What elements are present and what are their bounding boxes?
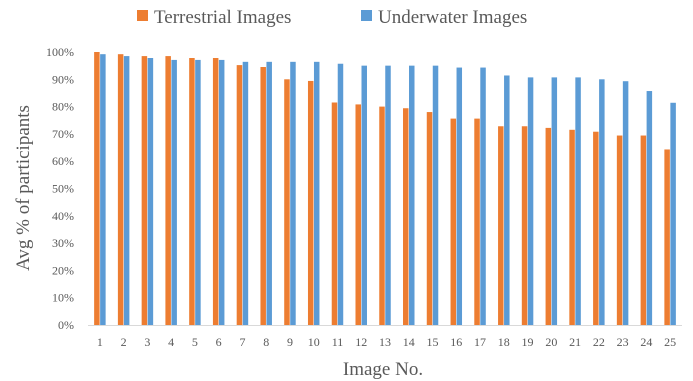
bar-underwater-images-1 [100,54,106,326]
y-tick-label: 90% [52,72,74,86]
x-tick-label: 11 [332,335,344,349]
bar-terrestrial-images-6 [212,58,219,325]
bar-underwater-images-19 [527,77,534,325]
x-tick-label: 23 [617,335,629,349]
x-tick-label: 20 [545,335,557,349]
bar-terrestrial-images-18 [498,126,504,325]
bar-underwater-images-7 [242,61,249,325]
x-tick-label: 9 [287,335,293,349]
bar-underwater-images-12 [361,65,367,326]
y-tick-label: 70% [52,127,74,141]
bar-underwater-images-8 [266,61,272,325]
bar-terrestrial-images-3 [141,56,148,325]
bar-underwater-images-21 [575,77,581,325]
legend-swatch-terrestrial-images [137,10,148,21]
bar-underwater-images-20 [551,77,558,325]
legend: Terrestrial Images Underwater Images [137,7,527,28]
bar-terrestrial-images-24 [640,135,647,325]
bar-terrestrial-images-25 [664,149,670,325]
bar-underwater-images-16 [456,67,463,325]
bar-underwater-images-11 [337,63,344,325]
bar-underwater-images-5 [195,59,201,326]
x-tick-label: 25 [664,335,676,349]
x-tick-label: 19 [522,335,534,349]
bar-terrestrial-images-9 [284,79,290,325]
bar-terrestrial-images-23 [616,135,623,325]
bar-terrestrial-images-4 [165,56,171,325]
x-tick-label: 16 [450,335,462,349]
bar-underwater-images-2 [123,56,130,325]
bar-underwater-images-10 [313,61,320,325]
x-tick-label: 10 [308,335,320,349]
bars [94,52,676,326]
x-tick-label: 18 [498,335,510,349]
bar-terrestrial-images-21 [569,129,575,325]
x-tick-label: 3 [144,335,150,349]
bar-terrestrial-images-10 [307,80,314,325]
bar-underwater-images-9 [290,61,296,325]
bar-underwater-images-15 [432,65,439,326]
bar-terrestrial-images-17 [474,118,480,325]
bar-terrestrial-images-15 [426,112,433,325]
x-tick-label: 2 [121,335,127,349]
x-axis-title: Image No. [343,359,423,380]
x-tick-label: 12 [355,335,367,349]
x-tick-label: 8 [263,335,269,349]
legend-swatch-underwater-images [361,10,372,21]
bar-underwater-images-4 [171,59,177,326]
bar-terrestrial-images-2 [117,54,124,326]
y-tick-label: 0% [58,318,74,332]
x-tick-label: 1 [97,335,103,349]
legend-label-terrestrial-images: Terrestrial Images [154,7,291,28]
bar-underwater-images-23 [622,81,629,325]
y-tick-label: 10% [52,291,74,305]
y-tick-label: 100% [46,45,74,59]
bar-terrestrial-images-11 [331,102,338,325]
x-tick-label: 15 [427,335,439,349]
x-tick-label: 22 [593,335,605,349]
bar-underwater-images-3 [147,58,154,325]
bar-underwater-images-22 [599,79,605,325]
y-tick-label: 50% [52,182,74,196]
bar-terrestrial-images-19 [521,126,528,325]
x-tick-label: 6 [216,335,222,349]
bar-terrestrial-images-8 [260,67,266,325]
bar-terrestrial-images-13 [379,106,385,325]
bar-terrestrial-images-7 [236,65,243,325]
bar-terrestrial-images-12 [355,104,361,325]
x-axis: 1 2 3 4 5 6 7 8 9 10 11 12 13 14 15 16 17 18 19 20 21 22 23 24 2… [88,325,682,349]
y-tick-label: 30% [52,236,74,250]
y-tick-label: 40% [52,209,74,223]
y-axis: 0% 10% 20% 30% 40% 50% 60% 70% 80% 90% 100% [46,45,74,332]
x-tick-label: 17 [474,335,486,349]
bar-terrestrial-images-20 [545,127,552,325]
x-tick-label: 5 [192,335,198,349]
x-tick-label: 14 [403,335,415,349]
bar-underwater-images-13 [385,65,391,326]
y-tick-label: 20% [52,263,74,277]
x-tick-label: 21 [569,335,581,349]
y-axis-title: Avg % of participants [13,105,34,271]
legend-label-underwater-images: Underwater Images [378,7,527,28]
x-tick-label: 24 [640,335,652,349]
bar-underwater-images-18 [504,75,510,325]
x-tick-label: 7 [239,335,245,349]
y-tick-label: 80% [52,100,74,114]
bar-underwater-images-24 [646,91,653,325]
bar-underwater-images-25 [670,102,676,325]
bar-terrestrial-images-16 [450,118,457,325]
y-tick-label: 60% [52,154,74,168]
bar-terrestrial-images-5 [189,58,195,325]
bar-terrestrial-images-14 [403,108,409,325]
bar-terrestrial-images-1 [94,52,100,325]
bar-underwater-images-6 [218,59,225,326]
bar-underwater-images-14 [409,65,415,326]
x-tick-label: 13 [379,335,391,349]
x-tick-label: 4 [168,335,174,349]
bar-terrestrial-images-22 [593,131,599,325]
bar-underwater-images-17 [480,67,486,325]
